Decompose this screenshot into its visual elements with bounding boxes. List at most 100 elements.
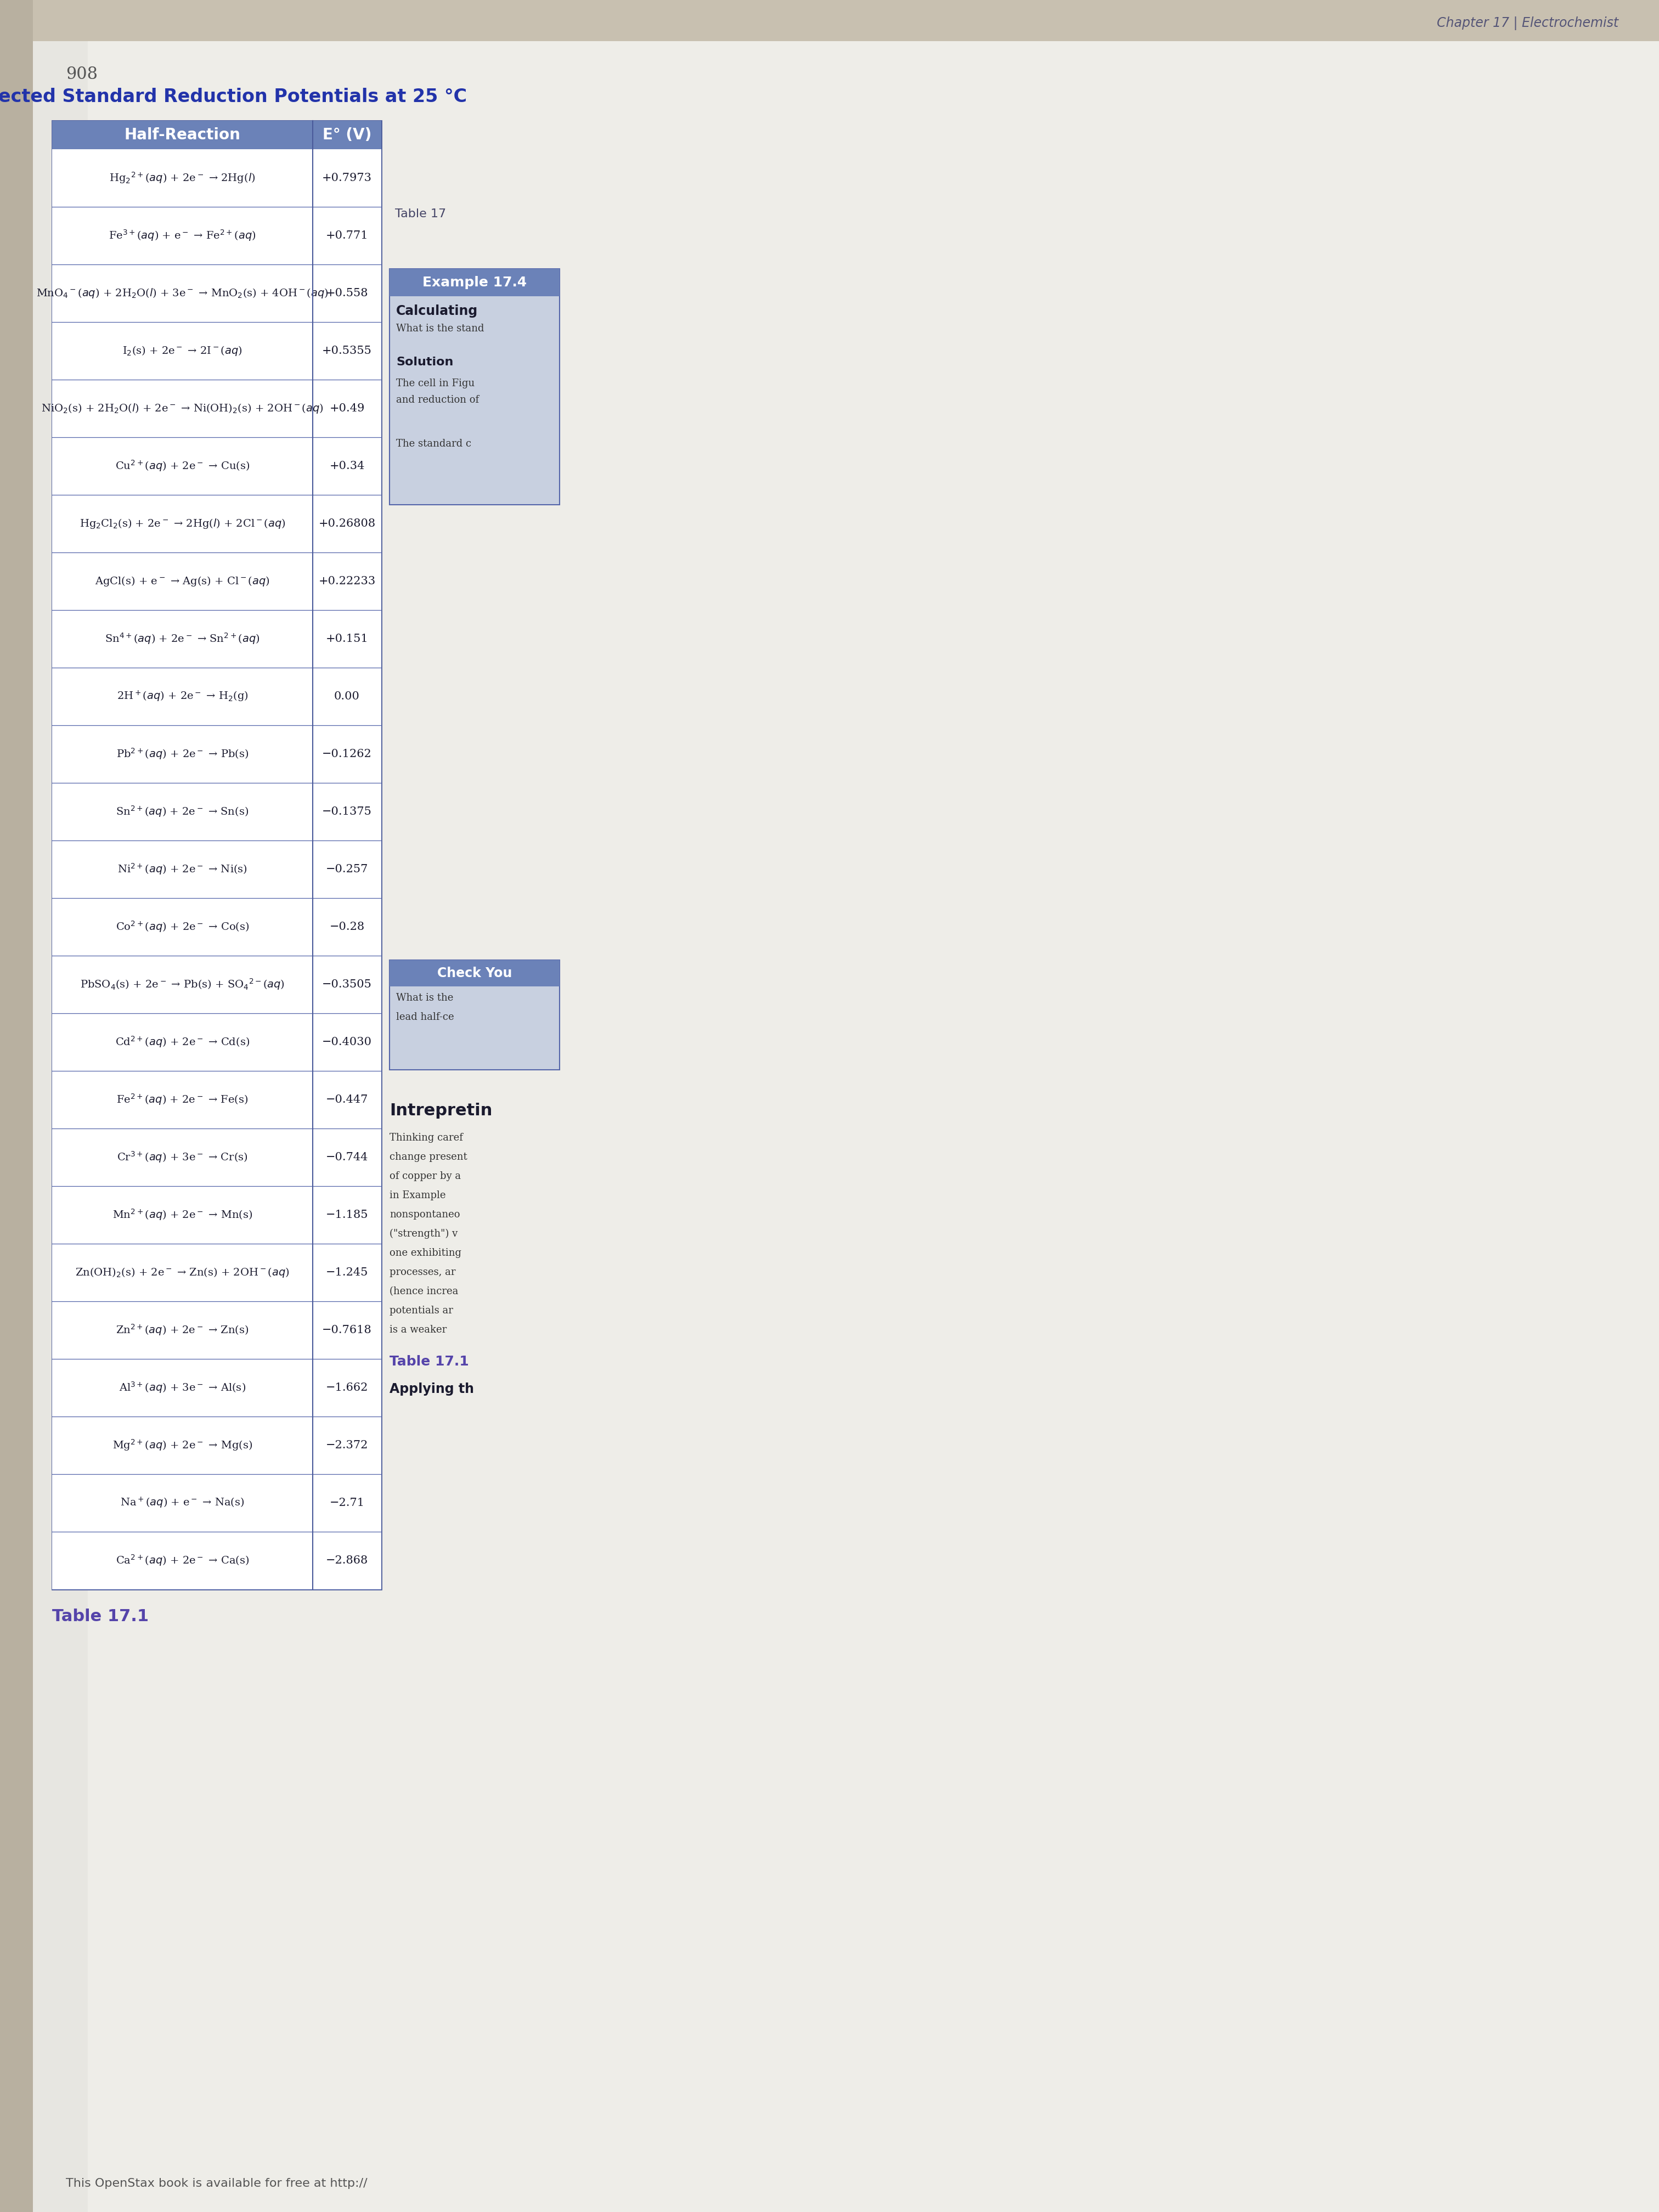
Text: Chapter 17 | Electrochemist: Chapter 17 | Electrochemist: [1437, 15, 1619, 31]
Text: Zn(OH)$_2$(s) + 2e$^-$ → Zn(s) + 2OH$^-$($aq$): Zn(OH)$_2$(s) + 2e$^-$ → Zn(s) + 2OH$^-$…: [75, 1265, 290, 1279]
Text: Zn$^{2+}$($aq$) + 2e$^-$ → Zn(s): Zn$^{2+}$($aq$) + 2e$^-$ → Zn(s): [116, 1323, 249, 1338]
Text: 908: 908: [66, 66, 98, 82]
Bar: [51, 438, 382, 495]
Text: Na$^+$($aq$) + e$^-$ → Na(s): Na$^+$($aq$) + e$^-$ → Na(s): [119, 1495, 244, 1511]
Bar: [0, 0, 33, 2212]
Text: +0.151: +0.151: [325, 633, 368, 644]
Text: in Example: in Example: [390, 1190, 446, 1201]
Bar: [51, 265, 382, 323]
Bar: [51, 841, 382, 898]
Text: of copper by a: of copper by a: [390, 1172, 461, 1181]
Text: −1.662: −1.662: [325, 1383, 368, 1394]
Text: Calculating: Calculating: [397, 305, 478, 319]
Text: AgCl(s) + e$^-$ → Ag(s) + Cl$^-$($aq$): AgCl(s) + e$^-$ → Ag(s) + Cl$^-$($aq$): [95, 575, 270, 588]
Text: lead half-ce: lead half-ce: [397, 1013, 455, 1022]
Text: Cu$^{2+}$($aq$) + 2e$^-$ → Cu(s): Cu$^{2+}$($aq$) + 2e$^-$ → Cu(s): [114, 458, 249, 473]
Text: Table 17.1: Table 17.1: [51, 1608, 149, 1624]
Bar: [51, 553, 382, 611]
Text: Hg$_2$$^{2+}$($aq$) + 2e$^-$ → 2Hg($l$): Hg$_2$$^{2+}$($aq$) + 2e$^-$ → 2Hg($l$): [109, 170, 255, 186]
Text: Example 17.4: Example 17.4: [423, 276, 528, 290]
Bar: [51, 495, 382, 553]
Text: one exhibiting: one exhibiting: [390, 1248, 461, 1259]
Bar: [51, 1013, 382, 1071]
Bar: [390, 270, 559, 504]
Bar: [51, 1128, 382, 1186]
Bar: [51, 1186, 382, 1243]
Text: change present: change present: [390, 1152, 468, 1161]
Text: The cell in Figu: The cell in Figu: [397, 378, 474, 389]
Bar: [51, 726, 382, 783]
Bar: [51, 1416, 382, 1473]
Bar: [51, 668, 382, 726]
Text: NiO$_2$(s) + 2H$_2$O($l$) + 2e$^-$ → Ni(OH)$_2$(s) + 2OH$^-$($aq$): NiO$_2$(s) + 2H$_2$O($l$) + 2e$^-$ → Ni(…: [41, 403, 324, 416]
Bar: [51, 783, 382, 841]
Bar: [51, 1301, 382, 1358]
Bar: [51, 1473, 382, 1531]
Text: +0.7973: +0.7973: [322, 173, 372, 184]
Bar: [51, 148, 382, 208]
Text: 2H$^+$($aq$) + 2e$^-$ → H$_2$(g): 2H$^+$($aq$) + 2e$^-$ → H$_2$(g): [116, 690, 249, 703]
Text: (hence increa: (hence increa: [390, 1287, 458, 1296]
Text: is a weaker: is a weaker: [390, 1325, 446, 1334]
Text: processes, ar: processes, ar: [390, 1267, 456, 1276]
Text: −0.447: −0.447: [325, 1095, 368, 1106]
Text: Mg$^{2+}$($aq$) + 2e$^-$ → Mg(s): Mg$^{2+}$($aq$) + 2e$^-$ → Mg(s): [113, 1438, 252, 1453]
Text: nonspontaneo: nonspontaneo: [390, 1210, 460, 1219]
Text: −0.1375: −0.1375: [322, 807, 372, 816]
Bar: [51, 611, 382, 668]
Text: +0.22233: +0.22233: [319, 575, 375, 586]
Bar: [51, 122, 382, 1590]
Text: Check You: Check You: [436, 967, 513, 980]
Text: Co$^{2+}$($aq$) + 2e$^-$ → Co(s): Co$^{2+}$($aq$) + 2e$^-$ → Co(s): [116, 920, 249, 933]
Text: −1.245: −1.245: [325, 1267, 368, 1279]
Bar: [33, 0, 1659, 42]
Text: Hg$_2$Cl$_2$(s) + 2e$^-$ → 2Hg($l$) + 2Cl$^-$($aq$): Hg$_2$Cl$_2$(s) + 2e$^-$ → 2Hg($l$) + 2C…: [80, 518, 285, 531]
Bar: [51, 208, 382, 265]
Text: PbSO$_4$(s) + 2e$^-$ → Pb(s) + SO$_4$$^{2-}$($aq$): PbSO$_4$(s) + 2e$^-$ → Pb(s) + SO$_4$$^{…: [80, 978, 285, 991]
Text: ("strength") v: ("strength") v: [390, 1230, 458, 1239]
Text: Mn$^{2+}$($aq$) + 2e$^-$ → Mn(s): Mn$^{2+}$($aq$) + 2e$^-$ → Mn(s): [113, 1208, 252, 1221]
Text: Half-Reaction: Half-Reaction: [124, 128, 241, 142]
Text: Ni$^{2+}$($aq$) + 2e$^-$ → Ni(s): Ni$^{2+}$($aq$) + 2e$^-$ → Ni(s): [118, 863, 247, 876]
Text: −0.28: −0.28: [330, 922, 365, 931]
Text: Thinking caref: Thinking caref: [390, 1133, 463, 1144]
Text: 0.00: 0.00: [333, 690, 360, 701]
Text: Intrepretin: Intrepretin: [390, 1104, 493, 1119]
Text: and reduction of: and reduction of: [397, 396, 479, 405]
Text: Solution: Solution: [397, 356, 453, 367]
Text: E° (V): E° (V): [322, 128, 372, 142]
Bar: [51, 380, 382, 438]
Text: I$_2$(s) + 2e$^-$ → 2I$^-$($aq$): I$_2$(s) + 2e$^-$ → 2I$^-$($aq$): [123, 345, 242, 356]
Text: +0.34: +0.34: [330, 460, 365, 471]
Text: MnO$_4$$^-$($aq$) + 2H$_2$O($l$) + 3e$^-$ → MnO$_2$(s) + 4OH$^-$($aq$): MnO$_4$$^-$($aq$) + 2H$_2$O($l$) + 3e$^-…: [36, 288, 328, 299]
Text: −1.185: −1.185: [325, 1210, 368, 1221]
Bar: [51, 1071, 382, 1128]
Bar: [51, 1531, 382, 1590]
Bar: [390, 270, 559, 296]
Bar: [51, 323, 382, 380]
Bar: [51, 122, 382, 148]
Text: −2.71: −2.71: [330, 1498, 365, 1509]
Text: −0.4030: −0.4030: [322, 1037, 372, 1046]
Text: Sn$^{2+}$($aq$) + 2e$^-$ → Sn(s): Sn$^{2+}$($aq$) + 2e$^-$ → Sn(s): [116, 805, 249, 818]
Bar: [390, 960, 559, 1071]
Text: Fe$^{3+}$($aq$) + e$^-$ → Fe$^{2+}$($aq$): Fe$^{3+}$($aq$) + e$^-$ → Fe$^{2+}$($aq$…: [109, 228, 255, 243]
Text: The standard c: The standard c: [397, 438, 471, 449]
Text: Ca$^{2+}$($aq$) + 2e$^-$ → Ca(s): Ca$^{2+}$($aq$) + 2e$^-$ → Ca(s): [116, 1553, 249, 1568]
Text: Table 17: Table 17: [395, 208, 446, 219]
Text: Sn$^{4+}$($aq$) + 2e$^-$ → Sn$^{2+}$($aq$): Sn$^{4+}$($aq$) + 2e$^-$ → Sn$^{2+}$($aq…: [105, 633, 260, 646]
Text: What is the stand: What is the stand: [397, 323, 484, 334]
Text: Table 17.1: Table 17.1: [390, 1356, 469, 1369]
Text: +0.49: +0.49: [330, 403, 365, 414]
Text: Cd$^{2+}$($aq$) + 2e$^-$ → Cd(s): Cd$^{2+}$($aq$) + 2e$^-$ → Cd(s): [114, 1035, 249, 1048]
Text: −0.1262: −0.1262: [322, 750, 372, 759]
Text: Fe$^{2+}$($aq$) + 2e$^-$ → Fe(s): Fe$^{2+}$($aq$) + 2e$^-$ → Fe(s): [116, 1093, 249, 1106]
Text: This OpenStax book is available for free at http://: This OpenStax book is available for free…: [66, 2179, 367, 2190]
Bar: [51, 1243, 382, 1301]
Text: Applying th: Applying th: [390, 1383, 474, 1396]
Text: Al$^{3+}$($aq$) + 3e$^-$ → Al(s): Al$^{3+}$($aq$) + 3e$^-$ → Al(s): [119, 1380, 246, 1396]
Text: −2.372: −2.372: [325, 1440, 368, 1451]
Text: Pb$^{2+}$($aq$) + 2e$^-$ → Pb(s): Pb$^{2+}$($aq$) + 2e$^-$ → Pb(s): [116, 748, 249, 761]
Text: What is the: What is the: [397, 993, 453, 1002]
Text: −0.3505: −0.3505: [322, 980, 372, 989]
